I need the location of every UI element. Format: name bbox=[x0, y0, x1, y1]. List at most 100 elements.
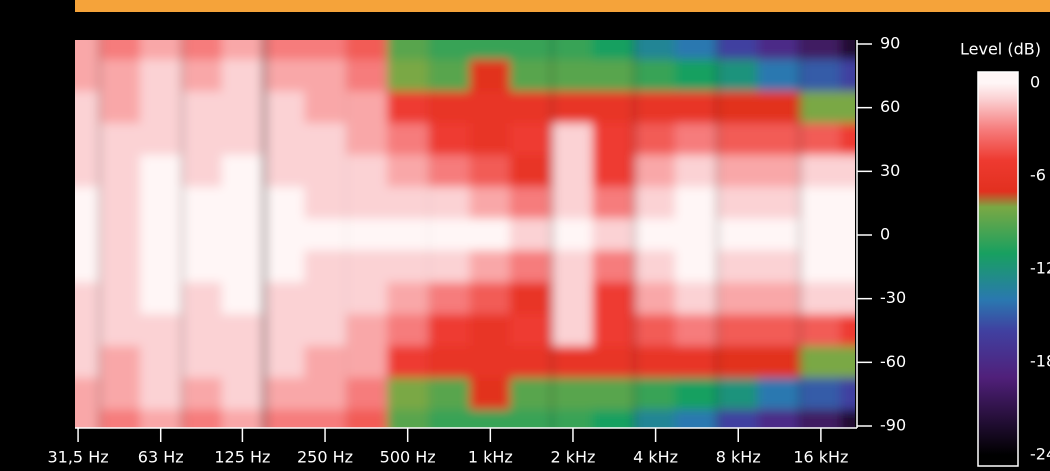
heat-cell bbox=[840, 314, 855, 347]
y-tick-label: 0 bbox=[880, 225, 890, 244]
heat-cell bbox=[552, 186, 595, 220]
heat-cell bbox=[99, 40, 142, 61]
x-tick-label: 4 kHz bbox=[633, 448, 678, 467]
heat-cell bbox=[75, 345, 100, 379]
heat-cell bbox=[75, 282, 100, 316]
heat-cell bbox=[634, 345, 677, 379]
heat-cell bbox=[304, 250, 347, 284]
heat-cell bbox=[717, 40, 760, 61]
heat-cell bbox=[592, 218, 635, 252]
heat-cell bbox=[387, 250, 429, 284]
heat-cell bbox=[346, 123, 389, 156]
x-tick-label: 250 Hz bbox=[297, 448, 353, 467]
heat-cell bbox=[840, 91, 855, 125]
heat-cell bbox=[182, 282, 225, 316]
heat-cell bbox=[99, 218, 142, 252]
heat-cell bbox=[221, 282, 264, 316]
heat-cell bbox=[140, 218, 182, 252]
heat-cell bbox=[428, 218, 471, 252]
heat-cell bbox=[346, 59, 389, 93]
heat-cell bbox=[717, 123, 760, 156]
heat-cell bbox=[182, 154, 225, 188]
heat-cell bbox=[140, 40, 182, 61]
heat-cell bbox=[221, 123, 264, 156]
x-tick-label: 16 kHz bbox=[793, 448, 848, 467]
heat-cell bbox=[75, 218, 100, 252]
heat-cell bbox=[675, 250, 717, 284]
heat-cell bbox=[221, 409, 264, 428]
heat-cell bbox=[182, 409, 225, 428]
heat-cell bbox=[304, 59, 347, 93]
y-tick-label: -30 bbox=[880, 288, 906, 307]
heat-cell bbox=[757, 250, 800, 284]
heat-cell bbox=[346, 314, 389, 347]
heat-cell bbox=[800, 218, 843, 252]
heat-cell bbox=[800, 282, 843, 316]
heat-cell bbox=[304, 377, 347, 411]
y-tick-label: -90 bbox=[880, 416, 906, 435]
heat-cell bbox=[840, 409, 855, 428]
heat-cell bbox=[75, 59, 100, 93]
heat-cell bbox=[592, 59, 635, 93]
heat-cell bbox=[428, 250, 471, 284]
heat-cell bbox=[509, 250, 552, 284]
heat-cell bbox=[182, 91, 225, 125]
heat-cell bbox=[387, 91, 429, 125]
x-tick-label: 63 Hz bbox=[138, 448, 184, 467]
heat-cell bbox=[552, 377, 595, 411]
heat-cell bbox=[469, 154, 512, 188]
heat-cell bbox=[634, 282, 677, 316]
heat-cell bbox=[509, 345, 552, 379]
x-tick-label: 2 kHz bbox=[550, 448, 595, 467]
heat-cell bbox=[757, 123, 800, 156]
heat-cell bbox=[634, 250, 677, 284]
heat-cell bbox=[634, 314, 677, 347]
heat-cell bbox=[75, 409, 100, 428]
heat-cell bbox=[99, 314, 142, 347]
heat-cell bbox=[757, 40, 800, 61]
heat-cell bbox=[99, 345, 142, 379]
heat-cell bbox=[221, 186, 264, 220]
heat-cell bbox=[634, 409, 677, 428]
heat-cell bbox=[387, 409, 429, 428]
heat-cell bbox=[757, 59, 800, 93]
heat-cell bbox=[221, 59, 264, 93]
heat-cell bbox=[757, 186, 800, 220]
heat-cell bbox=[428, 377, 471, 411]
header-bar bbox=[75, 0, 1050, 12]
heat-cell bbox=[265, 218, 308, 252]
heat-cell bbox=[840, 250, 855, 284]
heat-cell bbox=[75, 314, 100, 347]
heat-cell bbox=[509, 154, 552, 188]
heat-cell bbox=[675, 123, 717, 156]
heat-cell bbox=[221, 218, 264, 252]
heat-cell bbox=[509, 377, 552, 411]
heat-cell bbox=[75, 250, 100, 284]
heat-cell bbox=[634, 91, 677, 125]
heat-cell bbox=[757, 409, 800, 428]
heat-cell bbox=[757, 345, 800, 379]
heat-cell bbox=[552, 282, 595, 316]
heat-cell bbox=[346, 377, 389, 411]
heat-cell bbox=[509, 91, 552, 125]
heat-cell bbox=[221, 40, 264, 61]
heat-cell bbox=[387, 123, 429, 156]
heat-cell bbox=[99, 409, 142, 428]
heat-cell bbox=[387, 40, 429, 61]
heat-cell bbox=[304, 314, 347, 347]
heat-cell bbox=[265, 377, 308, 411]
heat-cell bbox=[469, 345, 512, 379]
heat-cell bbox=[592, 91, 635, 125]
heat-cell bbox=[509, 282, 552, 316]
heat-cell bbox=[800, 409, 843, 428]
heat-cell bbox=[99, 250, 142, 284]
heat-cell bbox=[387, 345, 429, 379]
heat-cell bbox=[75, 377, 100, 411]
heat-cell bbox=[428, 123, 471, 156]
heat-cell bbox=[99, 123, 142, 156]
heat-cell bbox=[75, 123, 100, 156]
heat-cell bbox=[182, 40, 225, 61]
heat-cell bbox=[469, 409, 512, 428]
heat-cell bbox=[800, 91, 843, 125]
heat-cell bbox=[800, 154, 843, 188]
